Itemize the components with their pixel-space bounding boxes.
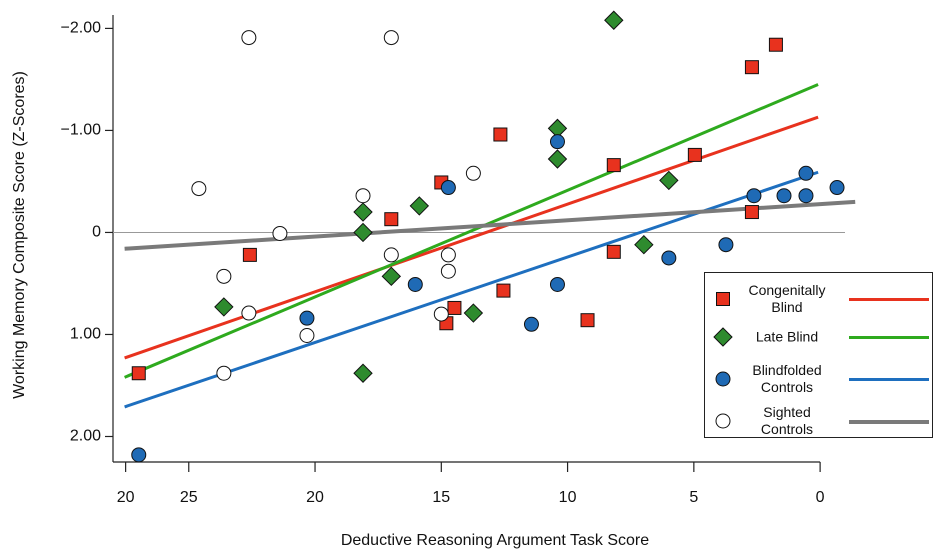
legend-label: Congenitally Blind (748, 282, 826, 315)
point (383, 30, 399, 46)
point (465, 165, 481, 181)
point (606, 244, 621, 259)
point (355, 188, 371, 204)
point (718, 237, 734, 253)
point (687, 147, 702, 162)
point (409, 196, 430, 216)
fit-line (124, 199, 856, 251)
point (353, 222, 373, 243)
x-tick-label: 0 (816, 489, 825, 506)
legend-line (849, 378, 929, 381)
point (798, 165, 814, 181)
point (604, 10, 624, 30)
point (131, 447, 147, 463)
point (353, 202, 373, 222)
point (523, 316, 539, 332)
point (746, 188, 762, 204)
point (299, 310, 315, 326)
point (381, 266, 402, 287)
legend-label: Blindfolded Controls (752, 362, 822, 395)
point (440, 247, 456, 263)
point (241, 30, 257, 46)
x-tick-label: 25 (180, 489, 198, 506)
point (131, 366, 146, 381)
x-tick-label: 20 (117, 489, 135, 506)
point (384, 212, 399, 227)
point (744, 60, 759, 75)
point (447, 300, 462, 315)
y-tick-label: 0 (92, 224, 101, 241)
point (829, 180, 845, 196)
point (496, 283, 511, 298)
point (216, 268, 232, 284)
point (216, 365, 232, 381)
x-tick-label: 10 (559, 489, 577, 506)
point (744, 205, 759, 220)
point (547, 149, 568, 169)
point (606, 158, 621, 173)
point (661, 250, 677, 266)
point (713, 327, 733, 347)
point (272, 225, 288, 241)
point (463, 303, 484, 323)
point (493, 127, 508, 142)
x-tick-label: 15 (432, 489, 450, 506)
point (241, 305, 257, 321)
legend-entry: Sighted Controls (705, 401, 934, 441)
point (549, 134, 565, 150)
x-tick-label: 20 (306, 489, 324, 506)
point (549, 276, 565, 292)
fit-line (124, 83, 819, 379)
x-tick-label: 5 (689, 489, 698, 506)
point (214, 297, 234, 317)
point (242, 247, 257, 262)
point (715, 371, 731, 387)
legend-entry: Congenitally Blind (705, 279, 934, 319)
y-tick-label: −1.00 (61, 122, 102, 139)
y-tick-label: 2.00 (70, 428, 101, 445)
point (440, 180, 456, 196)
legend-line (849, 420, 929, 424)
fit-line (124, 115, 819, 360)
point (353, 363, 373, 383)
point (768, 37, 783, 52)
legend-entry: Late Blind (705, 317, 934, 357)
legend-marker (713, 327, 733, 347)
legend-label: Late Blind (755, 328, 819, 345)
point (440, 263, 456, 279)
legend-marker (716, 292, 730, 306)
legend-marker (715, 413, 731, 429)
x-axis-label: Deductive Reasoning Argument Task Score (341, 532, 649, 549)
point (776, 188, 792, 204)
legend-line (849, 298, 929, 301)
point (580, 313, 595, 328)
point (299, 327, 315, 343)
point (191, 181, 207, 197)
legend: Congenitally Blind Late Blind Blindfolded … (704, 272, 933, 438)
legend-label: Sighted Controls (760, 404, 814, 437)
point (716, 292, 730, 306)
legend-marker (715, 371, 731, 387)
point (798, 188, 814, 204)
point (715, 413, 731, 429)
legend-line (849, 336, 929, 339)
point (407, 276, 423, 292)
y-tick-label: 1.00 (70, 326, 101, 343)
y-tick-label: −2.00 (61, 20, 102, 37)
legend-entry: Blindfolded Controls (705, 359, 934, 399)
y-axis-label: Working Memory Composite Score (Z-Scores… (11, 71, 28, 399)
point (659, 170, 679, 191)
point (634, 234, 654, 255)
point (433, 306, 449, 322)
point (383, 247, 399, 263)
